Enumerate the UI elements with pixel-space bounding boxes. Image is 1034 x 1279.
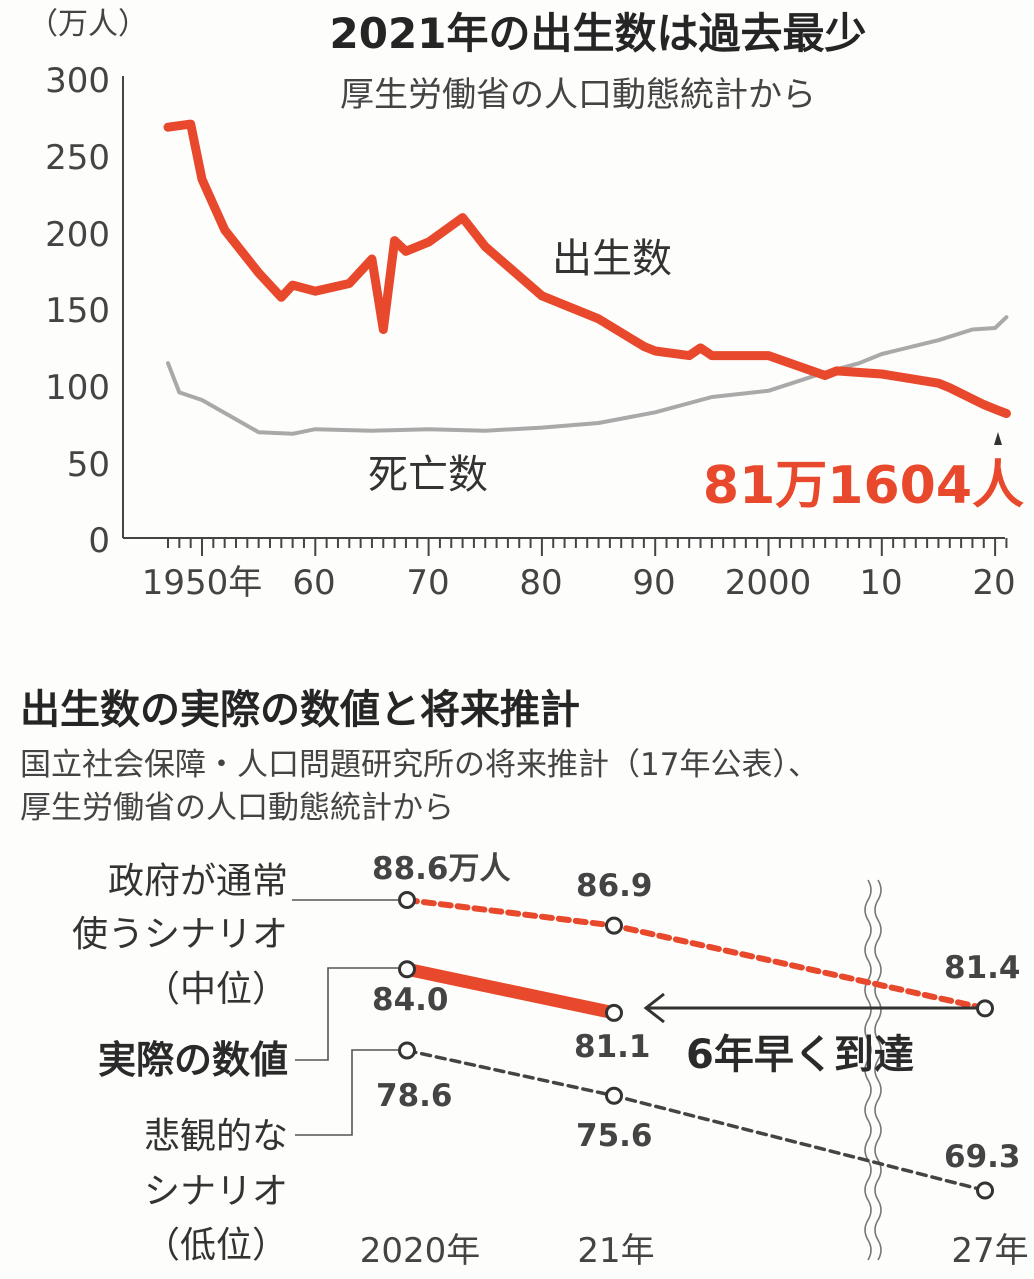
data-point <box>398 960 416 979</box>
x-tick-label: 27年 <box>951 1231 1028 1271</box>
series-label-actual: 実際の数値 <box>98 1038 288 1082</box>
x-tick-label: 2020年 <box>360 1231 481 1271</box>
axes <box>122 76 1008 556</box>
y-tick-label: 0 <box>88 521 110 561</box>
y-unit-label: （万人） <box>28 7 148 42</box>
axis-break-line <box>874 879 882 1261</box>
data-point <box>976 1181 994 1200</box>
data-point <box>398 1041 416 1060</box>
data-point <box>605 1003 623 1022</box>
series-label-mid-line-2: 使うシナリオ <box>72 914 288 955</box>
leader-line-low <box>295 1049 398 1136</box>
y-tick-label: 150 <box>45 291 110 331</box>
value-label: 81.4 <box>944 950 1021 986</box>
y-tick-label: 100 <box>45 368 110 408</box>
y-axis-tick-labels: 300 250 200 150 100 50 0 <box>45 61 110 561</box>
x-tick-label: 20 <box>972 563 1015 603</box>
x-tick-label: 21年 <box>577 1231 654 1271</box>
x-tick-label: 70 <box>406 563 449 603</box>
chart-births-deaths: （万人） 2021年の出生数は過去最少 厚生労働省の人口動態統計から 300 2… <box>28 7 1024 603</box>
births-line <box>163 119 1011 418</box>
y-tick-label: 250 <box>45 138 110 178</box>
chart-projection: 出生数の実際の数値と将来推計 国立社会保障・人口問題研究所の将来推計（17年公表… <box>20 687 1029 1271</box>
x-tick-label: 2000 <box>725 563 812 603</box>
reach-earlier-arrow: 6年早く到達 <box>643 992 978 1078</box>
value-labels: 88.6万人 86.9 81.4 84.0 81.1 78.6 75.6 69.… <box>372 851 1021 1175</box>
value-label: 86.9 <box>576 868 653 904</box>
value-label: 75.6 <box>576 1118 653 1154</box>
x-tick-label: 1950年 <box>142 563 263 603</box>
y-tick-label: 300 <box>45 61 110 101</box>
value-label: 69.3 <box>944 1139 1021 1175</box>
axis-break-line <box>864 879 872 1261</box>
leader-line-actual <box>295 967 398 1061</box>
series-label-low-line-3: （低位） <box>144 1225 288 1266</box>
x-tick-label: 10 <box>859 563 902 603</box>
data-point <box>605 916 623 935</box>
actual-line <box>400 962 621 1020</box>
x-tick-label: 60 <box>292 563 335 603</box>
value-label: 84.0 <box>372 982 449 1018</box>
value-label: 88.6万人 <box>372 851 511 887</box>
x-axis-tick-labels: 1950年 60 70 80 90 2000 10 20 <box>142 563 1016 603</box>
y-tick-label: 50 <box>67 445 110 485</box>
arrow-head-icon <box>643 992 665 1024</box>
x-axis-tick-labels: 2020年 21年 27年 <box>360 1231 1029 1271</box>
series-label-mid-line-3: （中位） <box>144 969 288 1010</box>
plot-area <box>163 119 1011 436</box>
value-label: 81.1 <box>574 1029 651 1065</box>
chart-title: 2021年の出生数は過去最少 <box>330 9 867 58</box>
births-series-label: 出生数 <box>552 236 672 282</box>
leader-lines <box>292 899 398 1136</box>
annotation-pointer-icon <box>994 432 1002 445</box>
y-tick-label: 200 <box>45 215 110 255</box>
data-point <box>976 999 994 1018</box>
series-label-low-line-2: シナリオ <box>144 1171 288 1212</box>
value-label: 78.6 <box>376 1078 453 1114</box>
chart-subtitle-line-1: 国立社会保障・人口問題研究所の将来推計（17年公表）、 <box>20 747 819 783</box>
chart-subtitle: 厚生労働省の人口動態統計から <box>340 75 816 115</box>
series-label-low-line-1: 悲観的な <box>144 1116 288 1157</box>
chart-subtitle-line-2: 厚生労働省の人口動態統計から <box>20 790 454 826</box>
data-point <box>605 1086 623 1105</box>
data-point <box>398 891 416 909</box>
latest-births-annotation: 81万1604人 <box>703 456 1024 516</box>
x-tick-label: 90 <box>632 563 675 603</box>
axis-break-marks <box>864 879 882 1261</box>
x-tick-label: 80 <box>519 563 562 603</box>
deaths-series-label: 死亡数 <box>368 452 488 498</box>
chart-title: 出生数の実際の数値と将来推計 <box>20 687 580 733</box>
deaths-line <box>166 315 1009 436</box>
series-label-mid-line-1: 政府が通常 <box>108 861 288 902</box>
arrow-label: 6年早く到達 <box>686 1032 914 1078</box>
